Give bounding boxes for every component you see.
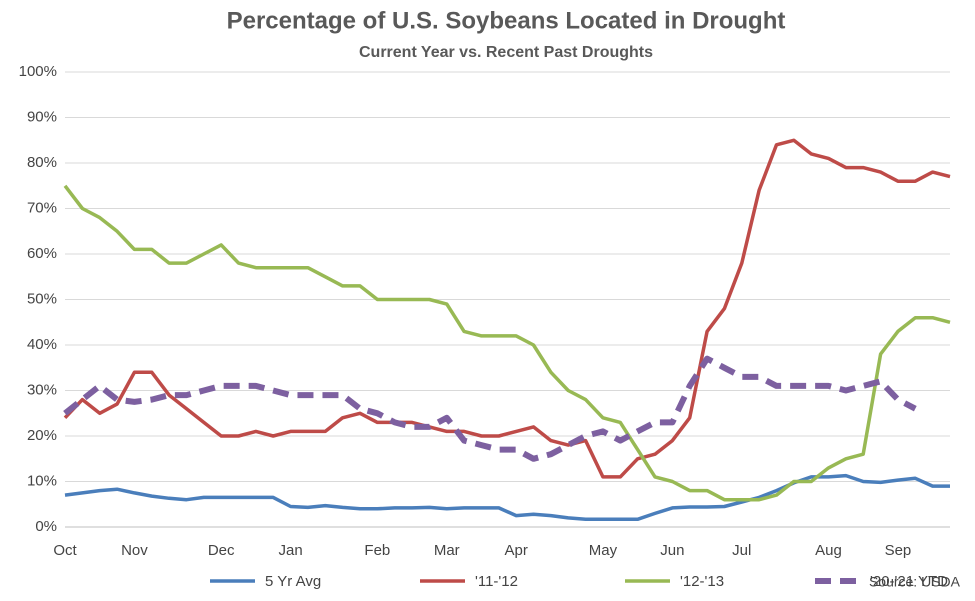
x-tick-label: Jul	[732, 542, 751, 559]
y-tick-label: 70%	[27, 199, 57, 216]
y-tick-label: 100%	[19, 63, 57, 80]
chart-subtitle: Current Year vs. Recent Past Droughts	[359, 44, 653, 61]
series-line	[64, 473, 950, 522]
x-tick-label: Oct	[53, 542, 77, 559]
y-tick-label: 80%	[27, 154, 57, 171]
series-line	[63, 355, 917, 462]
x-tick-label: Nov	[121, 542, 148, 559]
x-tick-label: Sep	[885, 542, 912, 559]
y-tick-label: 50%	[27, 290, 57, 307]
x-tick-label: Jun	[660, 542, 684, 559]
x-tick-label: May	[589, 542, 618, 559]
y-tick-label: 0%	[35, 518, 57, 535]
source: Source: USDA	[869, 574, 961, 590]
series-line	[63, 138, 951, 479]
x-tick-label: Aug	[815, 542, 842, 559]
x-tick-label: Dec	[208, 542, 235, 559]
y-tick-label: 60%	[27, 245, 57, 262]
legend-label: '12-'13	[680, 573, 724, 590]
x-tick-label: Mar	[434, 542, 460, 559]
x-tick-label: Apr	[505, 542, 528, 559]
y-tick-label: 10%	[27, 472, 57, 489]
y-tick-label: 30%	[27, 381, 57, 398]
series-line	[63, 184, 951, 502]
x-tick-label: Jan	[278, 542, 302, 559]
legend-label: '11-'12	[475, 573, 518, 590]
y-tick-label: 20%	[27, 427, 57, 444]
x-tick-label: Feb	[364, 542, 390, 559]
chart-title: Percentage of U.S. Soybeans Located in D…	[227, 7, 786, 34]
y-tick-label: 40%	[27, 336, 57, 353]
legend-label: 5 Yr Avg	[265, 573, 321, 590]
y-tick-label: 90%	[27, 108, 57, 125]
legend-label: '20-'21 YTD	[870, 573, 948, 590]
